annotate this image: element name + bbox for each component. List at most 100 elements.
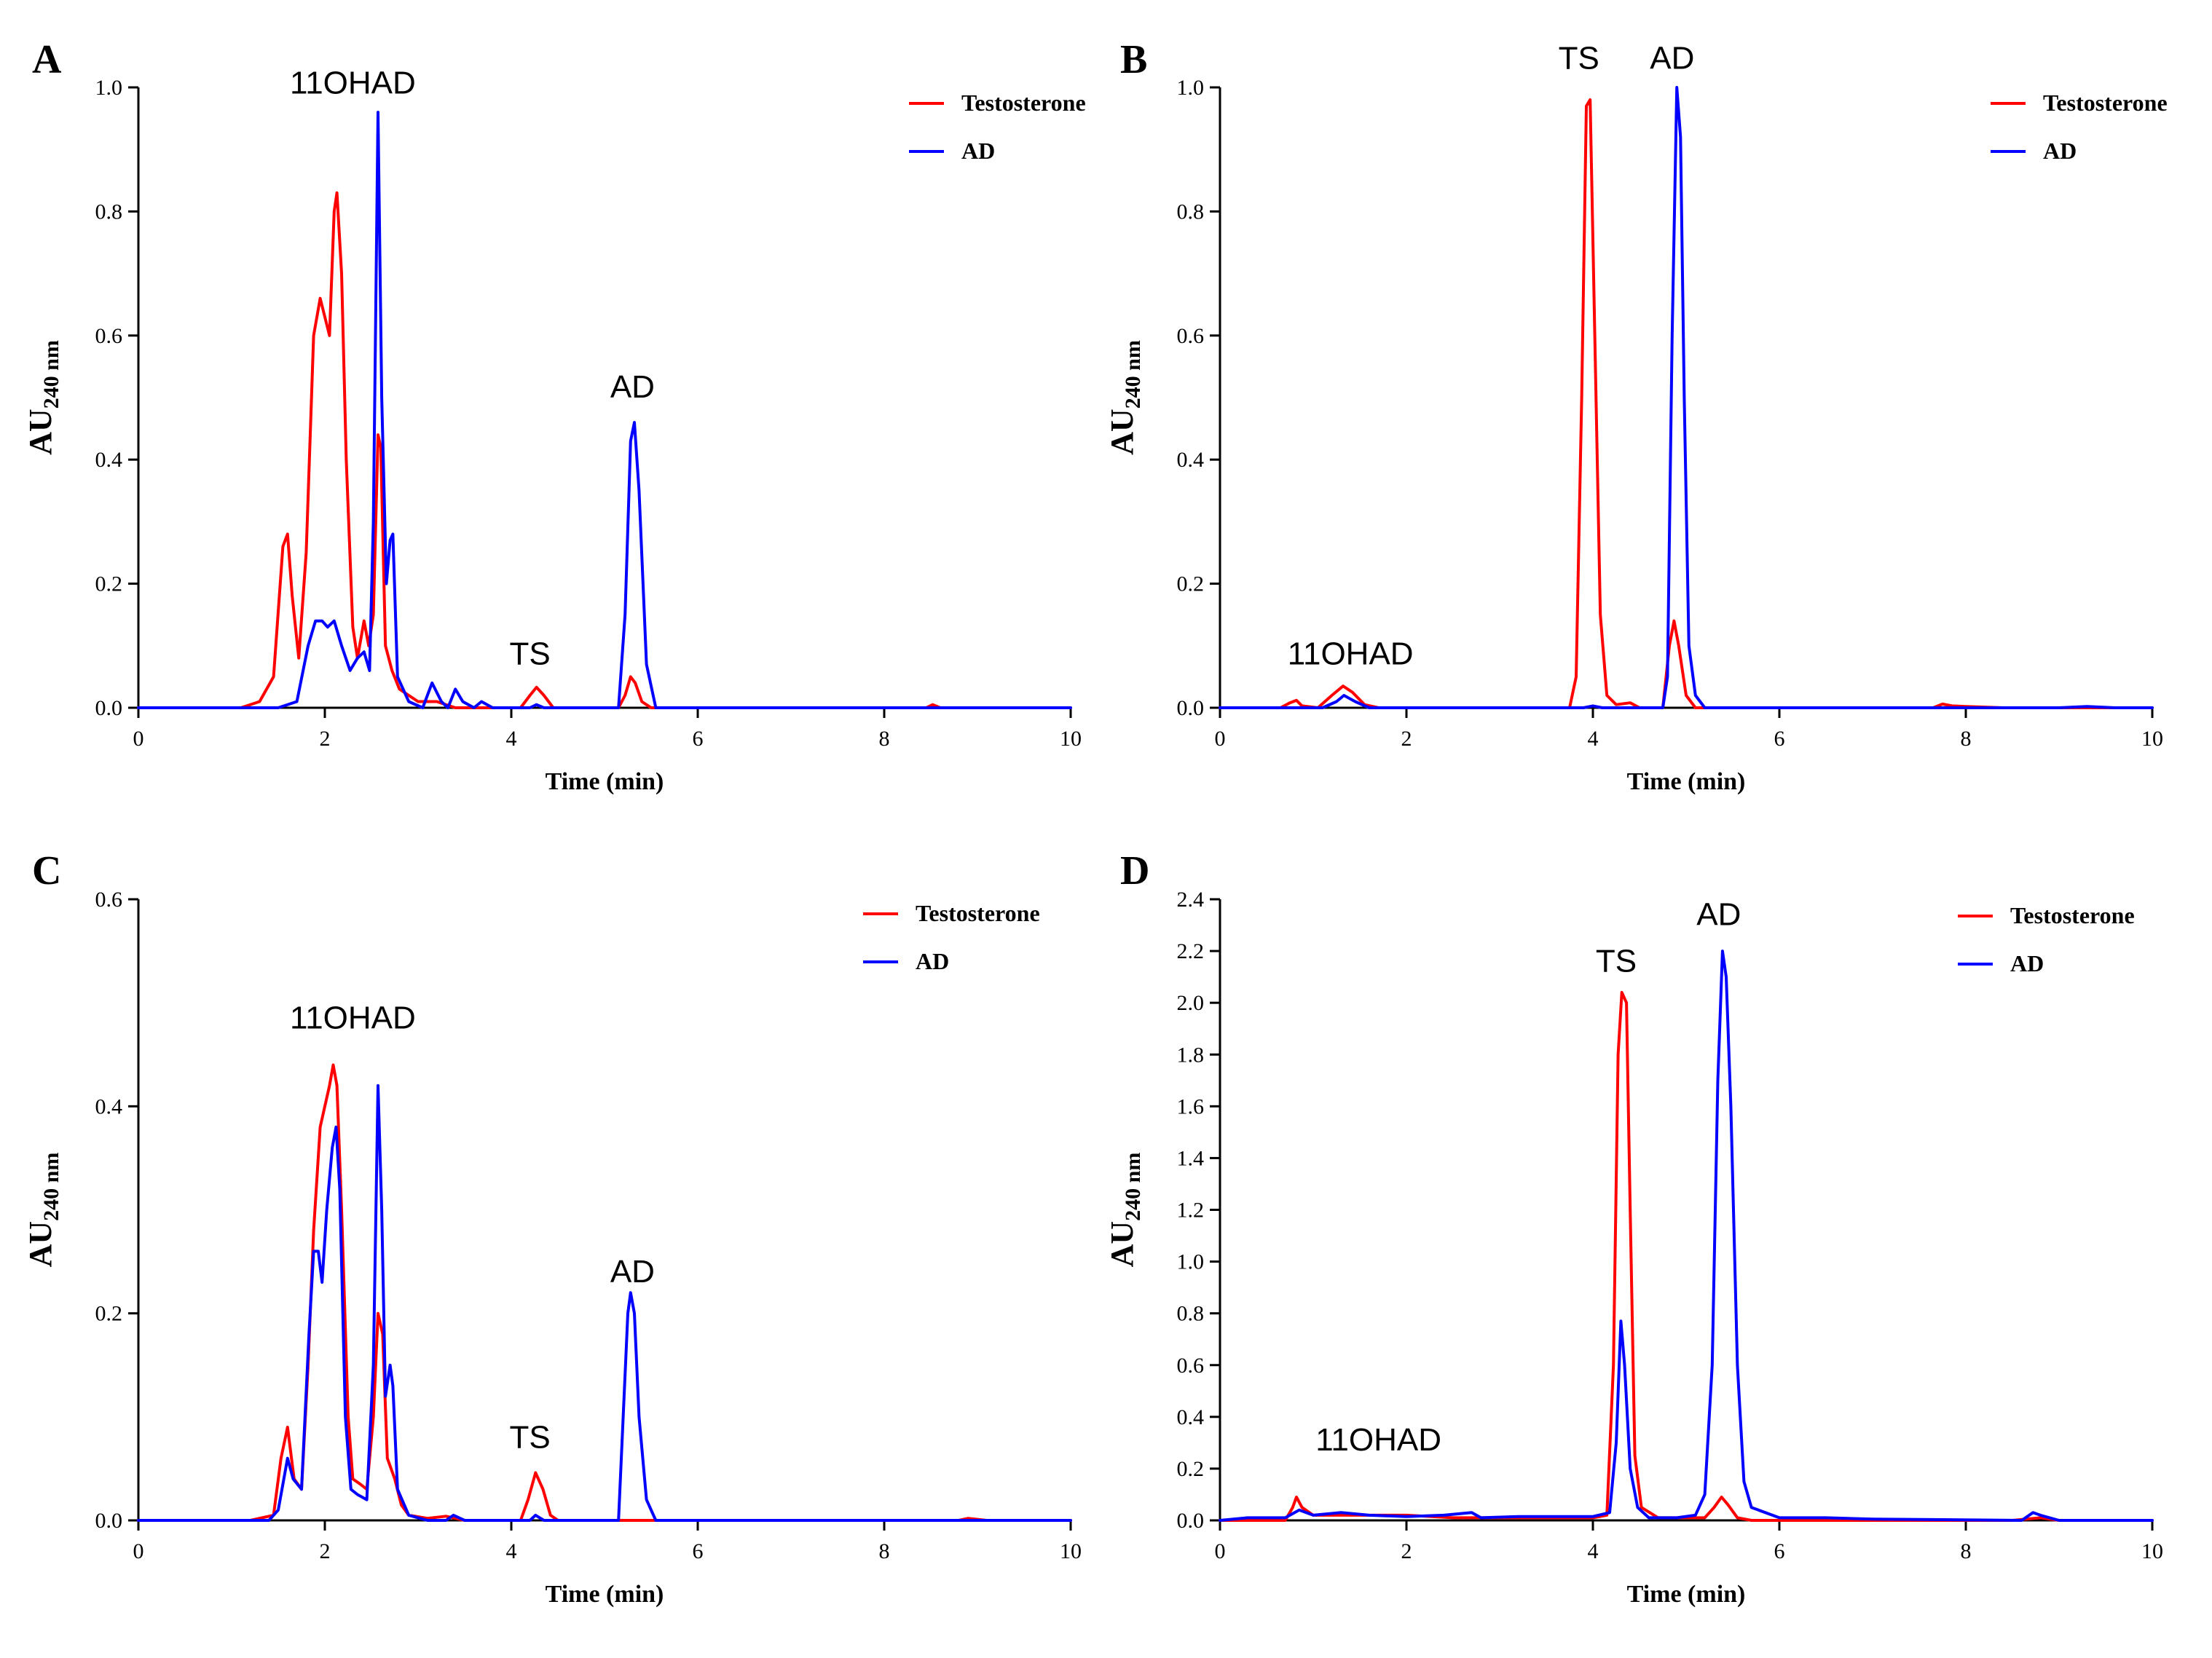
y-tick-label: 0.4 (1177, 448, 1205, 472)
x-tick-label: 10 (2141, 1539, 2163, 1563)
peak-label: 11OHAD (1315, 1422, 1441, 1458)
panel-letter-a: A (32, 37, 62, 82)
peak-label: AD (610, 369, 655, 405)
y-tick-label: 0.2 (1177, 572, 1205, 596)
x-tick-label: 8 (1961, 727, 1972, 751)
x-tick-label: 4 (1588, 727, 1599, 751)
y-tick-label: 0.6 (95, 324, 123, 348)
y-tick-label: 1.8 (1177, 1043, 1205, 1067)
y-tick-label: 0.8 (1177, 200, 1205, 224)
panel-b: B 0 2 4 6 8 10 0.0 0.2 0.4 0.6 0.8 1.0 Time (min) AU24… (1104, 37, 2168, 795)
y-tick-label: 0.2 (95, 1302, 123, 1326)
legend: Testosterone AD (909, 90, 1086, 164)
peak-label: TS (1596, 944, 1637, 979)
panel-c: C 0 2 4 6 8 10 0.0 0.2 0.4 0.6 Time (min) AU240 nm 11… (23, 848, 1082, 1608)
y-tick-label: 0.0 (1177, 1509, 1205, 1533)
legend-label-testosterone: Testosterone (2043, 90, 2168, 116)
y-axis-title-main: AU (23, 408, 58, 455)
legend-label-testosterone: Testosterone (2010, 902, 2135, 928)
panel-a: A 0 2 4 6 8 10 0.0 0.2 0.4 0.6 0.8 1.0 Time (min) AU24… (23, 37, 1086, 795)
y-tick-label: 2.2 (1177, 939, 1205, 963)
y-axis-title-subscript: 240 nm (1121, 1153, 1145, 1221)
peak-label: 11OHAD (1288, 636, 1414, 671)
y-tick-label: 0.0 (1177, 696, 1205, 720)
y-tick-label: 0.6 (1177, 324, 1205, 348)
series-line-ad (137, 111, 1072, 709)
panel-d: D 0 2 4 6 8 10 0.0 0.2 0.4 0.6 0.8 1.0 1.2 1.4 1.6 1.8 2.… (1104, 848, 2163, 1608)
x-tick-label: 10 (2141, 727, 2163, 751)
y-tick-label: 0.8 (95, 200, 123, 224)
legend-label-ad: AD (916, 948, 949, 974)
y-axis-title-main: AU (23, 1221, 58, 1268)
x-tick-label: 8 (1961, 1539, 1972, 1563)
y-tick-label: 2.0 (1177, 991, 1205, 1015)
y-tick-label: 1.0 (1177, 1250, 1205, 1274)
peak-label: TS (509, 636, 550, 671)
y-tick-label: 0.4 (1177, 1405, 1205, 1429)
y-axis-title-main: AU (1104, 1221, 1140, 1268)
series-line-testosterone (137, 1063, 1072, 1522)
y-tick-label: 0.6 (1177, 1354, 1205, 1378)
legend-label-ad: AD (961, 138, 995, 164)
x-tick-label: 0 (1215, 1539, 1226, 1563)
x-tick-label: 6 (1774, 727, 1785, 751)
series-line-ad (137, 1083, 1072, 1522)
series-line-ad (1219, 86, 2154, 709)
legend: Testosterone AD (863, 900, 1040, 974)
y-tick-label: 1.6 (1177, 1094, 1205, 1118)
x-tick-label: 4 (506, 727, 517, 751)
legend: Testosterone AD (1958, 902, 2135, 976)
x-tick-label: 6 (693, 727, 704, 751)
y-tick-label: 1.4 (1177, 1146, 1205, 1170)
y-axis-title: AU240 nm (23, 340, 63, 455)
panel-letter-c: C (32, 848, 61, 893)
y-tick-label: 0.0 (95, 1509, 123, 1533)
legend-label-ad: AD (2010, 950, 2044, 976)
legend-label-testosterone: Testosterone (916, 900, 1040, 926)
peak-label: AD (1696, 897, 1741, 933)
y-tick-label: 1.0 (1177, 76, 1205, 100)
y-tick-label: 0.0 (95, 696, 123, 720)
x-tick-label: 2 (1401, 727, 1412, 751)
peak-label: 11OHAD (290, 66, 416, 101)
y-tick-label: 2.4 (1177, 888, 1205, 912)
y-axis-title-main: AU (1104, 408, 1140, 455)
y-tick-label: 0.6 (95, 888, 123, 912)
x-tick-label: 8 (879, 1539, 890, 1563)
y-tick-label: 0.4 (95, 1094, 123, 1118)
peak-label: TS (1559, 40, 1599, 76)
y-tick-label: 0.2 (95, 572, 123, 596)
x-tick-label: 0 (133, 727, 144, 751)
y-axis-title: AU240 nm (23, 1153, 63, 1268)
series-line-testosterone (1219, 98, 2154, 709)
peak-label: 11OHAD (290, 1000, 416, 1036)
x-tick-label: 2 (1401, 1539, 1412, 1563)
y-tick-label: 0.4 (95, 448, 123, 472)
panel-letter-d: D (1120, 848, 1149, 893)
x-tick-label: 2 (320, 1539, 331, 1563)
series-line-ad (1219, 950, 2154, 1522)
y-axis-title-subscript: 240 nm (39, 1153, 63, 1221)
legend-label-ad: AD (2043, 138, 2077, 164)
y-axis-title: AU240 nm (1104, 340, 1145, 455)
x-axis-title: Time (min) (1627, 768, 1746, 795)
legend-label-testosterone: Testosterone (961, 90, 1086, 116)
x-tick-label: 4 (1588, 1539, 1599, 1563)
x-tick-label: 10 (1060, 727, 1082, 751)
y-tick-label: 1.0 (95, 76, 123, 100)
y-tick-label: 1.2 (1177, 1199, 1205, 1223)
peak-label: TS (509, 1419, 550, 1455)
x-tick-label: 4 (506, 1539, 517, 1563)
x-tick-label: 6 (693, 1539, 704, 1563)
panel-letter-b: B (1120, 37, 1147, 82)
x-axis-title: Time (min) (1627, 1581, 1746, 1608)
x-axis-title: Time (min) (546, 1581, 664, 1608)
x-tick-label: 0 (133, 1539, 144, 1563)
y-tick-label: 0.2 (1177, 1457, 1205, 1481)
x-tick-label: 10 (1060, 1539, 1082, 1563)
x-tick-label: 8 (879, 727, 890, 751)
legend: Testosterone AD (1991, 90, 2168, 164)
y-tick-label: 0.8 (1177, 1302, 1205, 1326)
